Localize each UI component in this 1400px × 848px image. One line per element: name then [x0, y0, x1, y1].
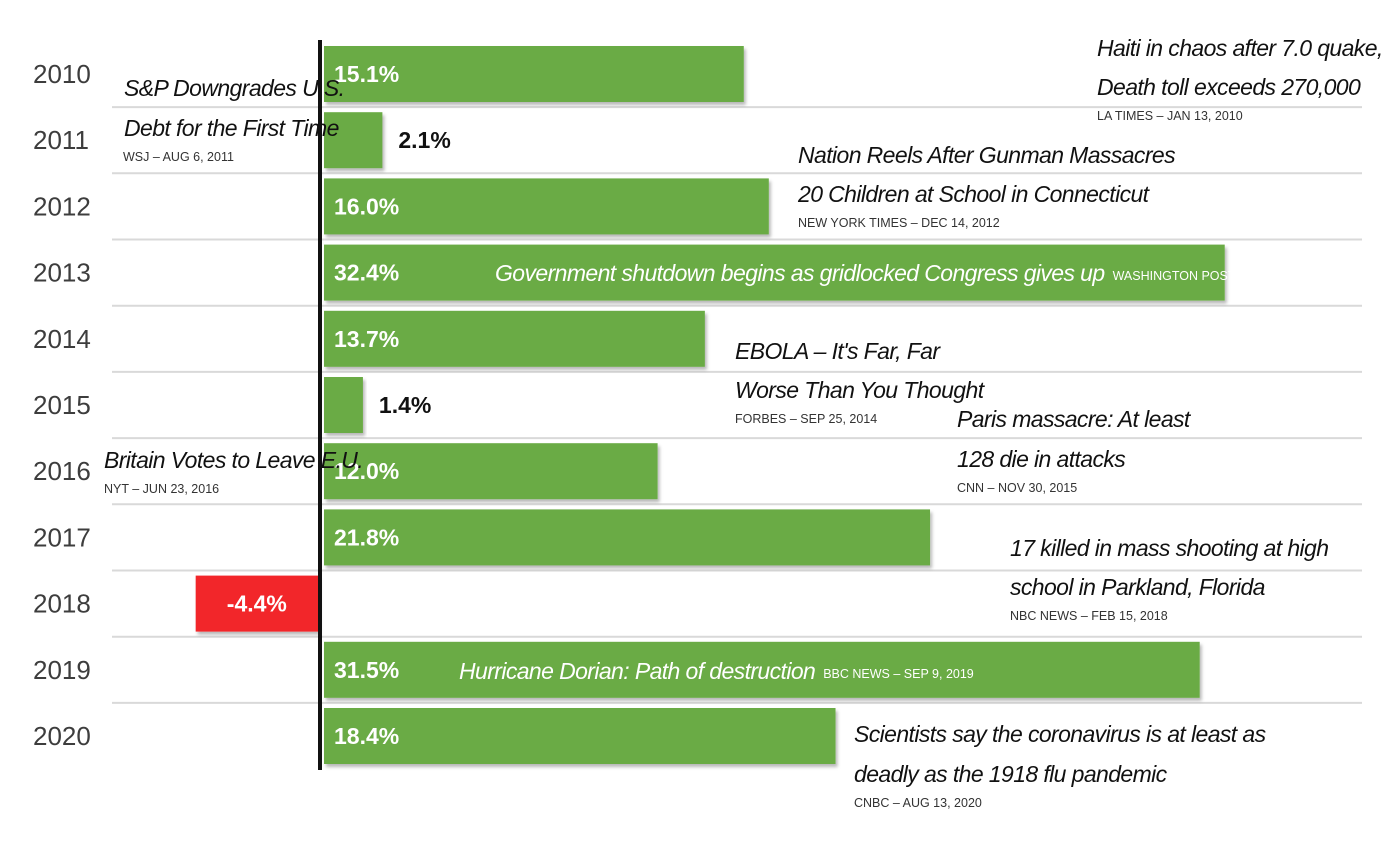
annotation-source: LA TIMES – JAN 13, 2010: [1097, 109, 1243, 123]
value-label-2015: 1.4%: [379, 392, 431, 418]
bar-2010: [324, 46, 744, 102]
annotation-brexit: Britain Votes to Leave E.U. NYT – JUN 23,…: [104, 447, 364, 496]
annotation-headline: school in Parkland, Florida: [1010, 574, 1265, 600]
year-label-2018: 2018: [33, 589, 91, 619]
bar-2016: [324, 443, 658, 500]
value-label-2020: 18.4%: [334, 723, 399, 749]
year-label-2019: 2019: [33, 655, 91, 685]
bar-2013: [324, 244, 1225, 301]
annotation-sandyhook: Nation Reels After Gunman Massacres 20 Ch…: [797, 142, 1177, 230]
annotation-headline: S&P Downgrades U.S.: [124, 75, 344, 101]
bar-2020: [324, 708, 836, 764]
annotation-headline: Paris massacre: At least: [957, 406, 1192, 432]
annotation-headline: Scientists say the coronavirus is at lea…: [854, 721, 1267, 747]
value-label-2016: 12.0%: [334, 458, 399, 484]
annotation-source: NYT – JUN 23, 2016: [104, 482, 219, 496]
year-label-2014: 2014: [33, 324, 91, 354]
annotation-source: NBC NEWS – FEB 15, 2018: [1010, 609, 1168, 623]
value-label-2019: 31.5%: [334, 657, 399, 683]
year-label-2012: 2012: [33, 191, 91, 221]
value-label-2010: 15.1%: [334, 61, 399, 87]
annotation-headline: Death toll exceeds 270,000: [1097, 74, 1361, 100]
bar-2012: [324, 178, 769, 235]
value-label-2012: 16.0%: [334, 193, 399, 219]
year-label-2016: 2016: [33, 456, 91, 486]
bar-2018: [195, 575, 318, 632]
annotation-source: NEW YORK TIMES – DEC 14, 2012: [798, 216, 1000, 230]
year-label-2020: 2020: [33, 721, 91, 751]
annotation-headline: Haiti in chaos after 7.0 quake,: [1097, 35, 1383, 61]
annotation-source: CNBC – AUG 13, 2020: [854, 796, 982, 810]
year-label-2017: 2017: [33, 522, 91, 552]
year-label-2011: 2011: [33, 125, 89, 155]
value-label-2018: -4.4%: [227, 591, 287, 617]
annotation-headline: 17 killed in mass shooting at high: [1010, 535, 1328, 561]
year-label-2015: 2015: [33, 390, 91, 420]
annotation-headline: 20 Children at School in Connecticut: [797, 181, 1151, 207]
annotation-headline: deadly as the 1918 flu pandemic: [854, 761, 1168, 787]
bar-2011: [324, 112, 383, 169]
year-label-2013: 2013: [33, 258, 91, 288]
value-label-2011: 2.1%: [398, 127, 450, 153]
annotation-source: CNN – NOV 30, 2015: [957, 481, 1077, 495]
annotation-source: FORBES – SEP 25, 2014: [735, 412, 877, 426]
bar-2019: [324, 641, 1200, 698]
value-label-2014: 13.7%: [334, 326, 399, 352]
annotation-parkland: 17 killed in mass shooting at high school…: [1010, 535, 1329, 623]
annotation-haiti: Haiti in chaos after 7.0 quake, Death tol…: [1097, 35, 1383, 123]
annotation-source: WASHINGTON POST – SEP 30, 2013: [1113, 269, 1327, 283]
annotation-paris: Paris massacre: At least 128 die in attac…: [957, 406, 1193, 495]
value-label-2013: 32.4%: [334, 260, 399, 286]
bar-2015: [324, 377, 363, 433]
annotation-covid: Scientists say the coronavirus is at lea…: [854, 721, 1267, 810]
bar-2014: [324, 310, 705, 367]
annotation-sp: S&P Downgrades U.S. Debt for the First Ti…: [123, 75, 345, 164]
annotation-headline: EBOLA – It's Far, Far: [735, 338, 941, 364]
bar-2017: [324, 509, 931, 566]
annotation-source: WSJ – AUG 6, 2011: [123, 150, 234, 164]
annotation-headline: Worse Than You Thought: [735, 377, 986, 403]
annotation-dorian: Hurricane Dorian: Path of destruction BBC…: [459, 658, 974, 684]
annotation-ebola: EBOLA – It's Far, Far Worse Than You Thou…: [735, 338, 986, 426]
annotation-headline: 128 die in attacks: [957, 446, 1126, 472]
annotation-headline: Government shutdown begins as gridlocked…: [495, 260, 1105, 286]
annotation-headline: Hurricane Dorian: Path of destruction: [459, 658, 815, 684]
value-label-2017: 21.8%: [334, 524, 399, 550]
annotation-shutdown: Government shutdown begins as gridlocked…: [495, 260, 1326, 286]
annotation-headline: Nation Reels After Gunman Massacres: [798, 142, 1176, 168]
annotation-source: BBC NEWS – SEP 9, 2019: [823, 667, 974, 681]
annotation-headline: Britain Votes to Leave E.U.: [104, 447, 363, 473]
annotation-headline: Debt for the First Time: [124, 115, 339, 141]
year-label-2010: 2010: [33, 59, 91, 89]
